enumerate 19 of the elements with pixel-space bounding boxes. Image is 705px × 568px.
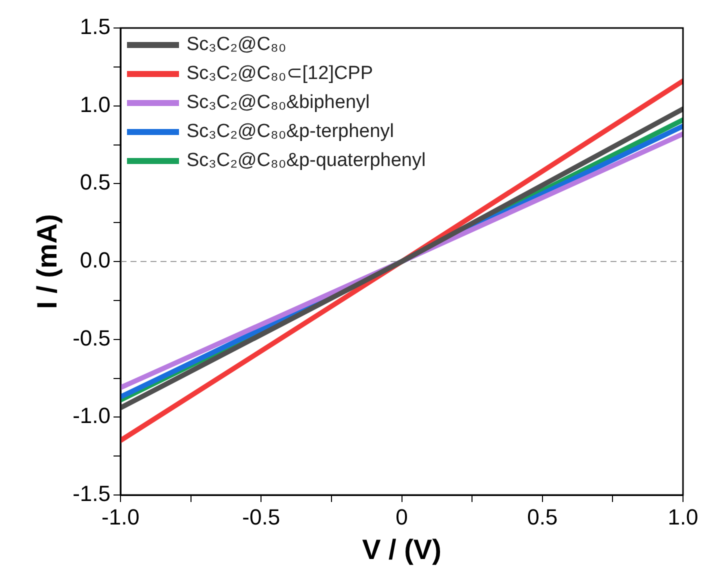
legend-label: Sc₃C₂@C₈₀&biphenyl: [186, 91, 370, 115]
y-tick-label: 0.0: [80, 248, 111, 273]
x-tick-label: -0.5: [242, 504, 280, 530]
x-axis-title: V / (V): [362, 534, 442, 565]
y-tick-label: -0.5: [72, 325, 111, 350]
legend-label: Sc₃C₂@C₈₀⊂[12]CPP: [186, 62, 374, 86]
legend-label: Sc₃C₂@C₈₀&p-quaterphenyl: [186, 149, 426, 173]
y-tick-label: -1.5: [72, 481, 111, 506]
legend-label: Sc₃C₂@C₈₀: [186, 33, 286, 57]
y-tick-label: -1.0: [72, 403, 111, 428]
x-tick-label: 0: [396, 504, 408, 530]
y-axis-title: I / (mA): [32, 214, 63, 309]
x-tick-label: 1.0: [668, 504, 698, 530]
y-tick-label: 0.5: [80, 170, 111, 195]
x-tick-label: 0.5: [527, 504, 558, 530]
x-tick-label: -1.0: [102, 504, 140, 530]
y-tick-label: 1.0: [80, 92, 111, 117]
y-tick-label: 1.5: [80, 14, 111, 40]
legend-label: Sc₃C₂@C₈₀&p-terphenyl: [186, 120, 394, 144]
